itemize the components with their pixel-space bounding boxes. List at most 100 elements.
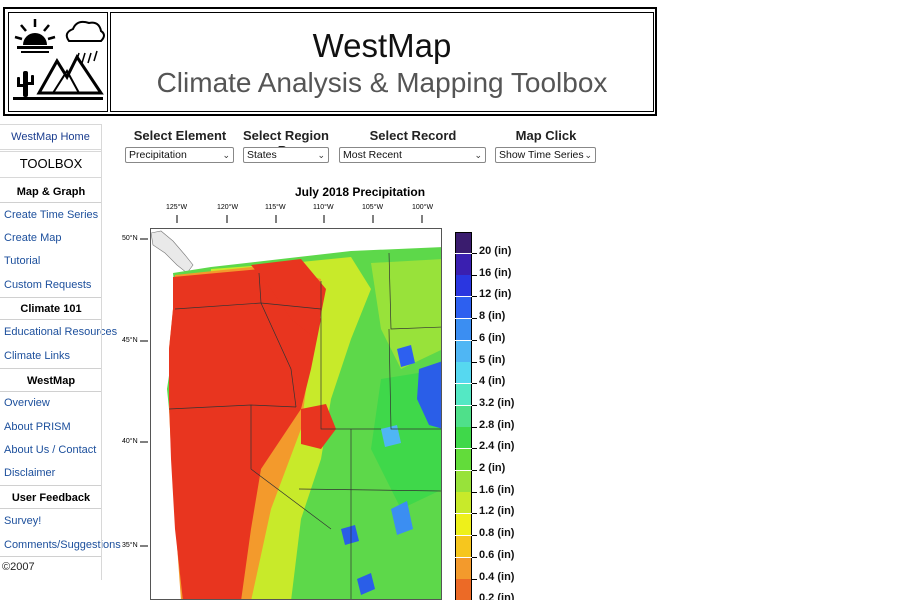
- lat-tick-marks: [140, 238, 148, 547]
- lat-tick-label: 45°N: [122, 337, 138, 344]
- legend-tick: [472, 296, 477, 298]
- legend-label: 6 (in): [479, 331, 506, 344]
- legend-swatch: [455, 535, 472, 557]
- legend-label: 2.8 (in): [479, 418, 515, 431]
- sidebar-divider: [0, 319, 102, 320]
- legend-swatch: [455, 449, 472, 470]
- title-box: WestMap Climate Analysis & Mapping Toolb…: [110, 12, 654, 112]
- site-title: WestMap: [312, 27, 452, 64]
- legend-swatch: [455, 405, 472, 427]
- lon-tick-marks: [176, 215, 423, 223]
- chevron-down-icon: ⌄: [222, 150, 230, 160]
- section-heading-map-graph: Map & Graph: [16, 186, 86, 198]
- western-us-map-image: [151, 229, 441, 599]
- sidebar-link-custom-requests[interactable]: Custom Requests: [4, 279, 92, 291]
- sidebar-divider: [0, 485, 102, 486]
- legend-tick: [472, 339, 477, 341]
- map-click-label: Map Click: [515, 128, 577, 143]
- legend-tick: [472, 513, 477, 515]
- legend-label: 1.2 (in): [479, 505, 515, 518]
- section-heading-climate-101: Climate 101: [20, 303, 82, 315]
- lat-tick-label: 40°N: [122, 438, 138, 445]
- sidebar-divider: [0, 556, 102, 557]
- legend-tick: [472, 426, 477, 428]
- legend-swatch: [455, 253, 472, 275]
- sidebar-link-disclaimer[interactable]: Disclaimer: [4, 467, 56, 479]
- sidebar-link-about-us-contact[interactable]: About Us / Contact: [4, 444, 97, 456]
- legend-tick: [472, 383, 477, 385]
- select-record-label: Select Record: [369, 128, 457, 143]
- map-click-select-value: Show Time Series: [499, 149, 584, 161]
- sidebar-divider: [0, 368, 102, 369]
- copyright-text: ©2007: [2, 561, 35, 573]
- lon-tick-label: 110°W: [313, 204, 334, 211]
- legend-tick: [472, 578, 477, 580]
- legend-tick: [472, 404, 477, 406]
- sidebar-border: [101, 124, 102, 580]
- sidebar-link-climate-links[interactable]: Climate Links: [4, 350, 71, 362]
- legend-tick: [472, 491, 477, 493]
- legend-label: 0.4 (in): [479, 570, 515, 583]
- sidebar-link-create-time-series[interactable]: Create Time Series: [4, 209, 99, 221]
- lon-tick-label: 120°W: [217, 204, 239, 211]
- legend-swatch: [455, 557, 472, 579]
- legend-tick: [472, 556, 477, 558]
- sidebar-link-survey[interactable]: Survey!: [4, 515, 42, 527]
- legend-label: 20 (in): [479, 245, 512, 257]
- toolbox-heading: TOOLBOX: [19, 156, 83, 171]
- legend-label: 0.8 (in): [479, 527, 515, 540]
- sidebar-link-overview[interactable]: Overview: [4, 397, 50, 409]
- legend-tick: [472, 448, 477, 450]
- legend-swatch: [455, 318, 472, 340]
- sidebar-divider: [0, 297, 102, 298]
- legend-label: 8 (in): [479, 310, 506, 323]
- sidebar-home-link[interactable]: WestMap Home: [0, 124, 102, 150]
- legend-label: 0.2 (in): [479, 592, 515, 600]
- legend-swatch: [455, 427, 472, 449]
- legend-tick: [472, 470, 477, 471]
- sidebar-link-comments-suggestions[interactable]: Comments/Suggestions: [4, 539, 121, 551]
- sidebar-link-create-map[interactable]: Create Map: [4, 232, 62, 244]
- sidebar-link-educational-resources[interactable]: Educational Resources: [4, 326, 118, 338]
- record-select-value: Most Recent: [343, 149, 402, 161]
- legend-label: 12 (in): [479, 288, 512, 301]
- legend-label: 2.4 (in): [479, 440, 515, 453]
- legend-label: 0.6 (in): [479, 548, 515, 561]
- lon-tick-label: 105°W: [362, 204, 384, 211]
- legend-label: 3.2 (in): [479, 396, 515, 409]
- chevron-down-icon: ⌄: [317, 150, 325, 160]
- sidebar-link-tutorial[interactable]: Tutorial: [4, 255, 41, 267]
- section-heading-westmap: WestMap: [26, 375, 76, 387]
- legend-swatch: [455, 579, 472, 600]
- element-select[interactable]: Precipitation ⌄: [125, 147, 234, 163]
- sidebar-link-about-prism[interactable]: About PRISM: [4, 421, 71, 433]
- legend-swatch: [455, 275, 472, 297]
- lon-tick-label: 100°W: [412, 204, 434, 211]
- legend-tick: [472, 253, 477, 254]
- record-select[interactable]: Most Recent ⌄: [339, 147, 486, 163]
- westmap-logo[interactable]: [8, 12, 108, 112]
- region-select[interactable]: States ⌄: [243, 147, 329, 163]
- section-heading-user-feedback: User Feedback: [11, 492, 91, 504]
- legend-swatch: [455, 297, 472, 319]
- legend-label: 16 (in): [479, 266, 512, 279]
- chevron-down-icon: ⌄: [584, 150, 592, 160]
- legend-swatch: [455, 492, 472, 514]
- select-element-label: Select Element: [133, 128, 227, 143]
- legend-swatch: [455, 514, 472, 536]
- legend-swatch: [455, 340, 472, 362]
- lat-tick-label: 50°N: [122, 235, 138, 242]
- sidebar-nav: WestMap Home TOOLBOX Map & Graph Create …: [0, 124, 121, 580]
- legend-tick: [472, 318, 477, 320]
- sun-mountain-cactus-icon: [13, 19, 105, 100]
- legend-tick: [472, 361, 477, 363]
- lon-tick-label: 115°W: [265, 204, 286, 211]
- map-click-select[interactable]: Show Time Series ⌄: [495, 147, 596, 163]
- legend-swatch: [455, 383, 472, 405]
- sidebar-divider: [0, 391, 102, 392]
- precipitation-map[interactable]: [150, 228, 442, 600]
- site-header: WestMap Climate Analysis & Mapping Toolb…: [3, 7, 657, 116]
- legend-label: 5 (in): [479, 353, 506, 366]
- sidebar-divider: [0, 202, 102, 203]
- lon-tick-label: 125°W: [166, 204, 188, 211]
